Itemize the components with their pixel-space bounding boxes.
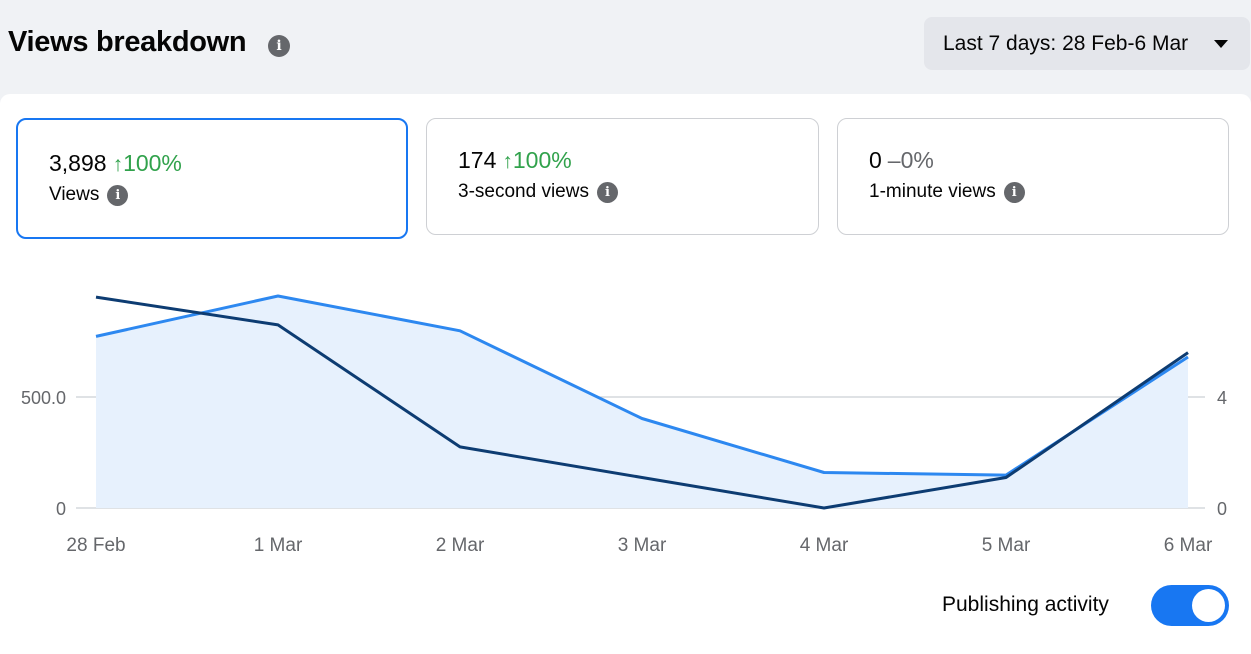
metric-label: 3-second views (458, 181, 589, 202)
metric-label: 1-minute views (869, 181, 996, 202)
metric-label-line: 3-second views i (458, 181, 618, 203)
metric-value: 174 (458, 147, 497, 173)
x-tick-label: 4 Mar (800, 535, 849, 556)
metric-value-line: 174 ↑100% (458, 147, 572, 174)
metric-value: 3,898 (49, 150, 107, 176)
arrow-up-icon: ↑ (502, 150, 513, 173)
info-icon[interactable]: i (596, 182, 618, 203)
metric-card-1-minute-views[interactable]: 0 –0% 1-minute views i (837, 118, 1229, 235)
publishing-activity-toggle[interactable] (1151, 585, 1229, 626)
metric-change: 100% (512, 147, 572, 173)
info-icon[interactable]: i (1003, 182, 1025, 203)
publishing-activity-label: Publishing activity (942, 593, 1109, 616)
metric-label-line: 1-minute views i (869, 181, 1025, 203)
x-tick-label: 28 Feb (66, 535, 125, 556)
metric-value-line: 3,898 ↑100% (49, 150, 182, 177)
views-chart: 0 500.0 0 4 28 Feb 1 Mar 2 Mar 3 Mar 4 Mar 5 Mar 6… (21, 294, 1227, 556)
y-left-tick-label: 0 (56, 499, 66, 519)
arrow-up-icon: ↑ (112, 153, 124, 176)
x-tick-label: 1 Mar (254, 535, 303, 556)
metric-card-views[interactable]: 3,898 ↑100% Views i (16, 118, 408, 239)
caret-down-icon (1214, 40, 1228, 48)
x-tick-label: 6 Mar (1164, 535, 1213, 556)
y-right-tick-label: 4 (1217, 388, 1227, 408)
x-tick-label: 5 Mar (982, 535, 1031, 556)
metric-change: 0% (900, 147, 934, 173)
x-tick-label: 3 Mar (618, 535, 667, 556)
info-icon[interactable]: i (107, 185, 129, 206)
dash-icon: – (887, 147, 901, 173)
date-range-label: Last 7 days: 28 Feb-6 Mar (943, 32, 1189, 55)
y-left-tick-label: 500.0 (21, 388, 66, 408)
views-area-fill (96, 296, 1188, 508)
page-title: Views breakdown (8, 26, 247, 58)
views-series-line (95, 294, 1189, 477)
three-second-views-series-line (95, 295, 1189, 510)
y-right-tick-label: 0 (1217, 499, 1227, 519)
metric-value: 0 (869, 147, 882, 173)
x-tick-label: 2 Mar (436, 535, 485, 556)
metric-value-line: 0 –0% (869, 147, 934, 174)
info-icon[interactable]: i (268, 35, 290, 57)
metric-label-line: Views i (49, 184, 129, 206)
toggle-knob (1192, 589, 1225, 622)
date-range-dropdown[interactable]: Last 7 days: 28 Feb-6 Mar (924, 17, 1250, 70)
metric-card-3-second-views[interactable]: 174 ↑100% 3-second views i (426, 118, 819, 235)
metric-change: 100% (123, 150, 182, 176)
header: Views breakdown i Last 7 days: 28 Feb-6 … (0, 0, 1251, 94)
metric-label: Views (49, 184, 100, 205)
